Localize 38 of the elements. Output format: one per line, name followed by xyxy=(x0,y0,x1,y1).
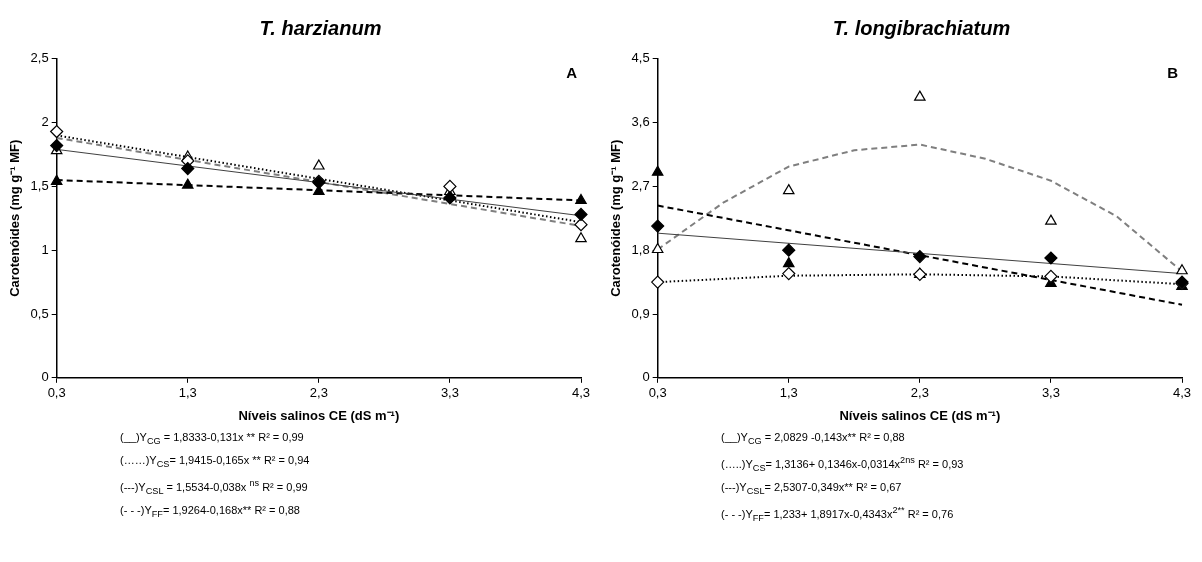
text: (- - -)Y$_{FF}$= 1,233+ 1,8917x-0,4343x$^{2**}$ R² = 0,76 xyxy=(721,504,955,526)
x-tick-label: 0,3 xyxy=(648,385,667,401)
text: (---)Y$_{CSL}$= 2,5307-0,349x** R² = 0,67 xyxy=(721,480,903,499)
text: (……)Y$_{CS}$= 1,9415-0,165x ** R² = 0,94 xyxy=(120,453,311,472)
x-tick-label: 3,3 xyxy=(1041,385,1060,401)
x-tick-label: 4,3 xyxy=(571,385,591,401)
text: (…..)Y$_{CS}$= 1,3136+ 0,1346x-0,0314x$^{2ns}$ R² = 0,93 xyxy=(721,454,965,476)
y-tick-label: 0 xyxy=(41,369,49,385)
y-tick-label: 1 xyxy=(41,241,49,257)
y-tick-label: 2,7 xyxy=(631,177,650,193)
y-axis-title: Carotenóides (mg g⁻¹ MF) xyxy=(7,139,23,297)
y-tick-label: 4,5 xyxy=(631,50,650,66)
y-tick-label: 3,6 xyxy=(631,114,650,130)
chart-title: T. longibrachiatum xyxy=(831,16,1012,41)
x-tick-label: 3,3 xyxy=(440,385,459,401)
x-tick-label: 1,3 xyxy=(178,385,197,401)
y-tick-label: 1,8 xyxy=(631,241,650,257)
x-tick-label: 2,3 xyxy=(309,385,328,401)
y-tick-label: 2 xyxy=(41,114,49,130)
y-tick-label: 0,5 xyxy=(30,305,49,321)
y-axis-title: Carotenóides (mg g⁻¹ MF) xyxy=(608,139,624,297)
x-axis-title: Níveis salinos CE (dS m⁻¹) xyxy=(238,407,400,423)
y-tick-label: 0 xyxy=(642,369,650,385)
x-tick-label: 1,3 xyxy=(779,385,798,401)
chart-title: T. harzianum xyxy=(258,16,383,41)
y-tick-label: 2,5 xyxy=(30,50,49,66)
x-tick-label: 4,3 xyxy=(1172,385,1192,401)
y-tick-label: 0,9 xyxy=(631,305,650,321)
y-tick-label: 1,5 xyxy=(30,177,49,193)
x-tick-label: 0,3 xyxy=(47,385,66,401)
annotation: B xyxy=(1167,64,1179,82)
x-tick-label: 2,3 xyxy=(910,385,929,401)
text: (- - -)Y$_{FF}$= 1,9264-0,168x** R² = 0,88 xyxy=(120,503,301,522)
x-axis-title: Níveis salinos CE (dS m⁻¹) xyxy=(839,407,1001,423)
text: (__)Y$_{CG}$ = 1,8333-0,131x ** R² = 0,99 xyxy=(120,430,305,449)
annotation: A xyxy=(566,64,578,82)
text: (__)Y$_{CG}$ = 2,0829 -0,143x** R² = 0,88 xyxy=(721,430,906,449)
text: (---)Y$_{CSL}$ = 1,5534-0,038x $^{ns}$ R² = 0,99 xyxy=(120,477,309,499)
